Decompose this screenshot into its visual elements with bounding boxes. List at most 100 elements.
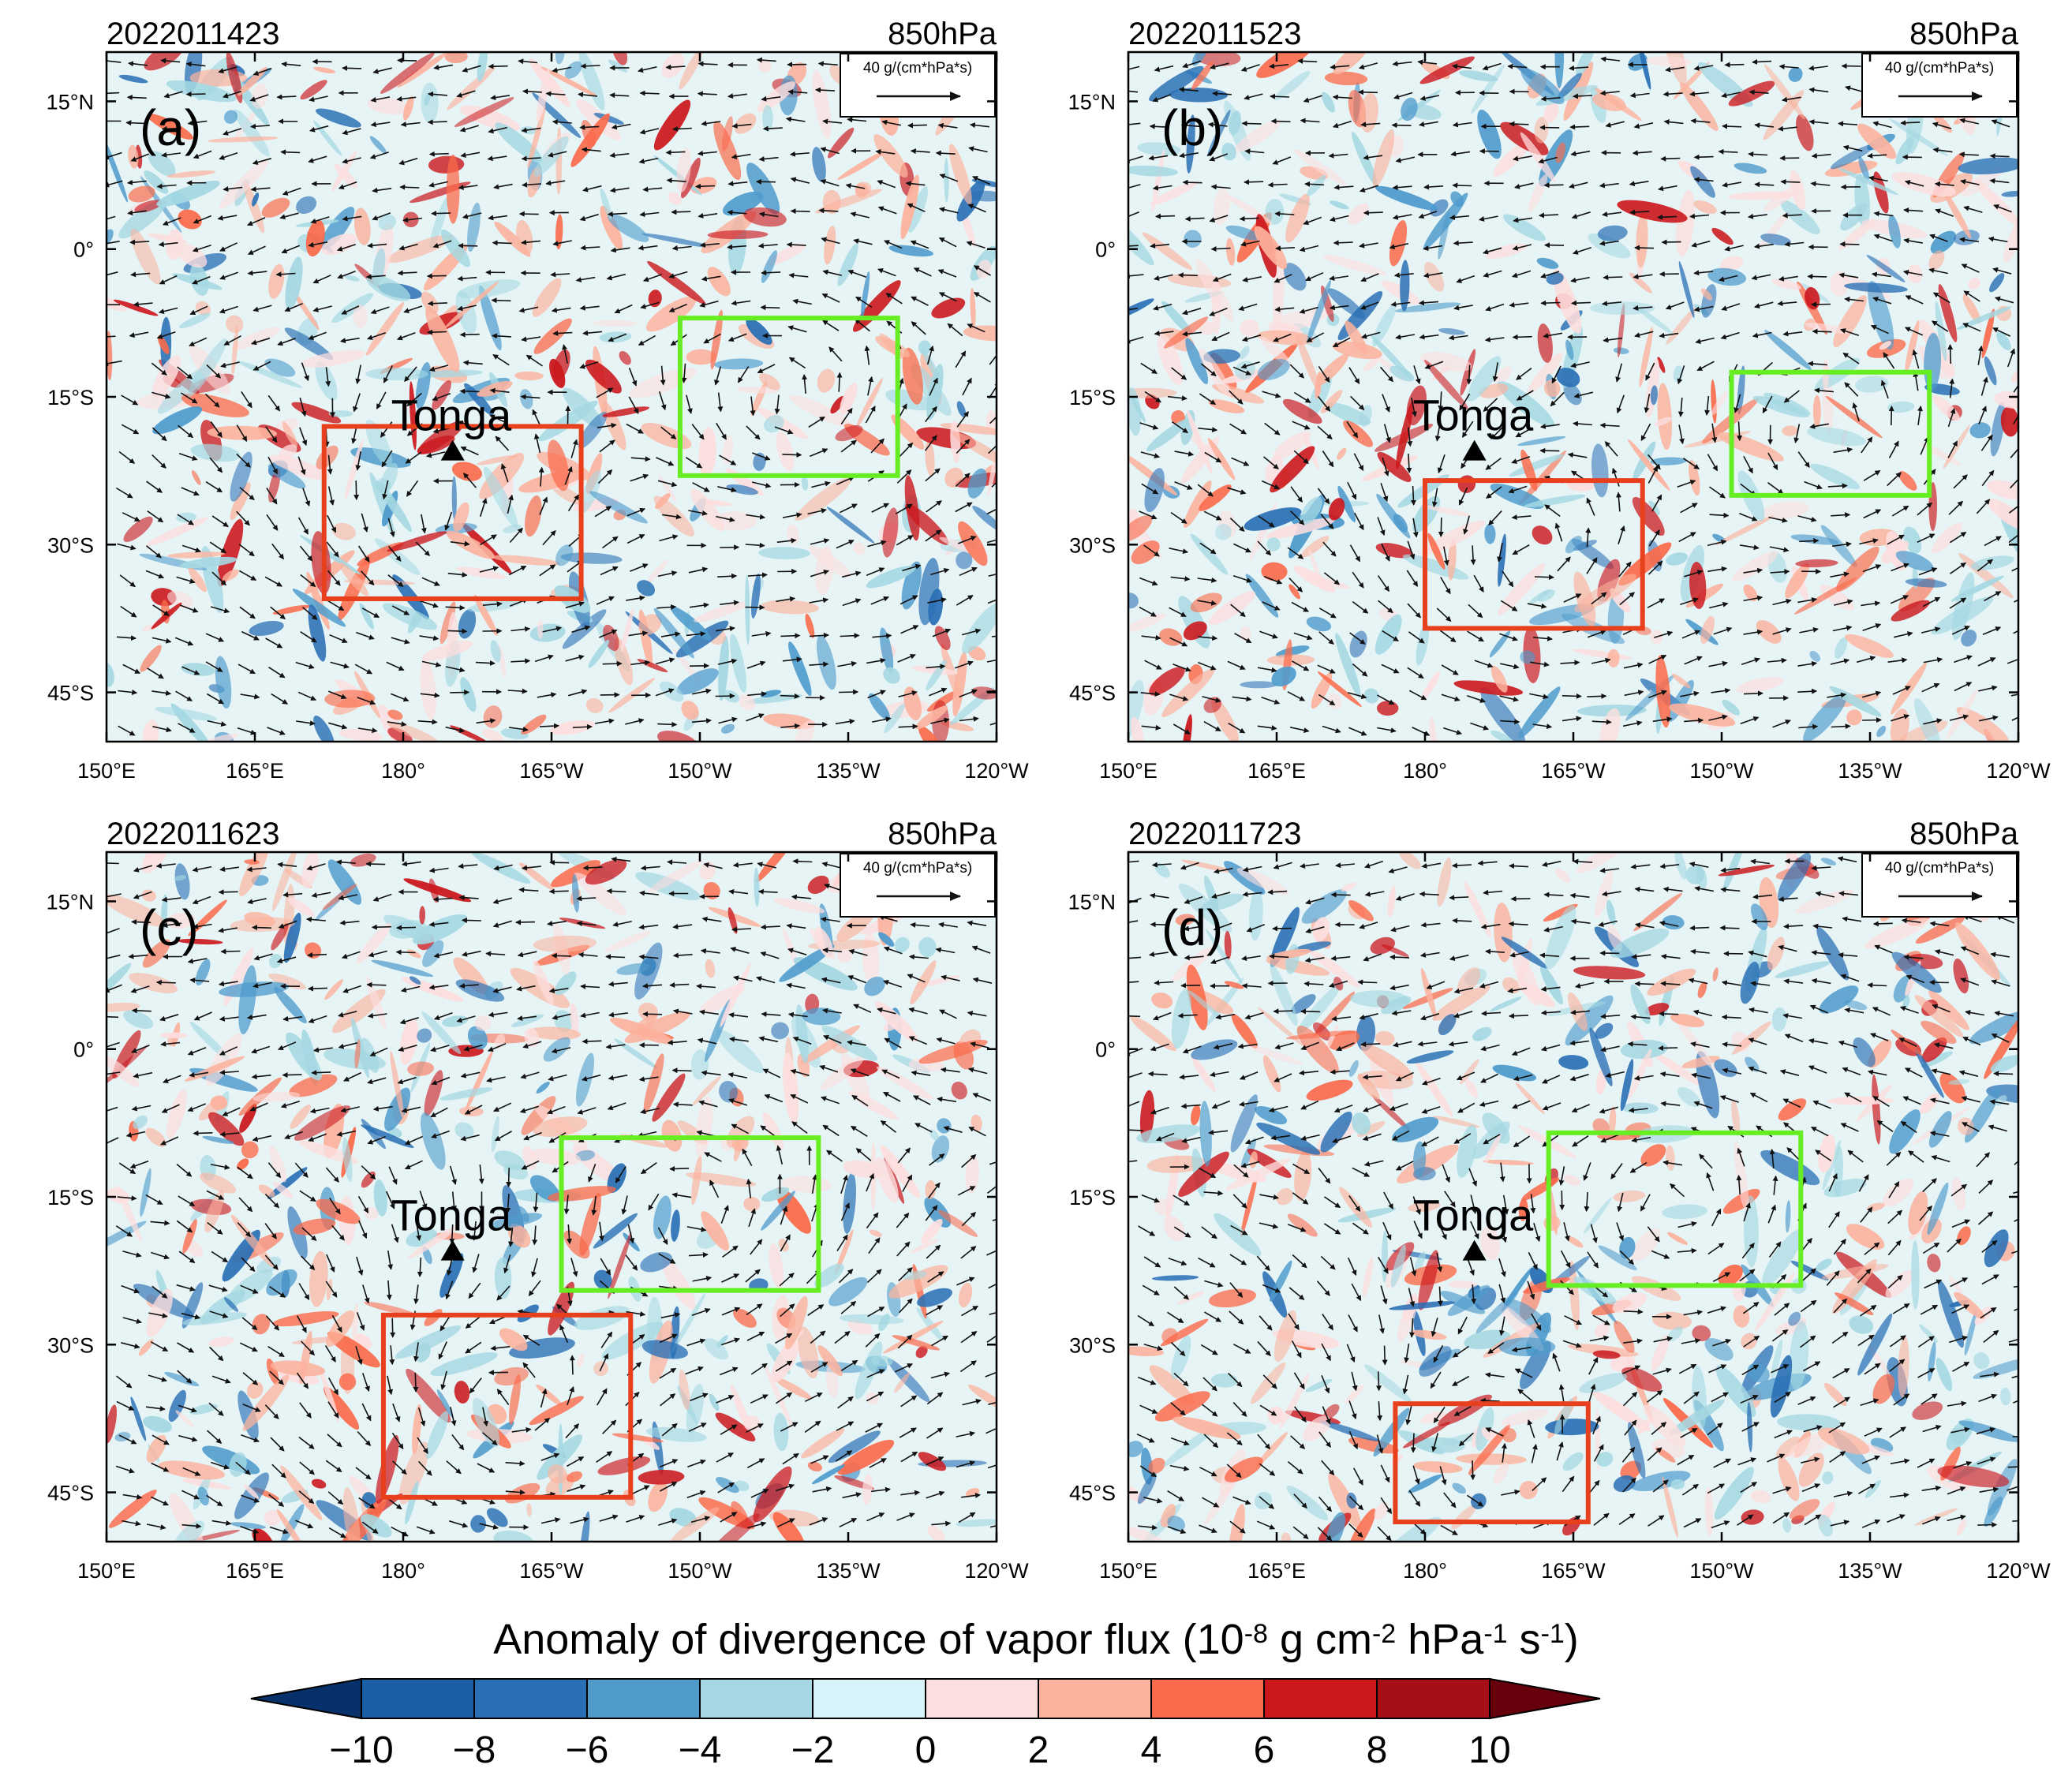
colorbar-tick-label: 6 — [1254, 1729, 1275, 1771]
lat-tick-label: 30°S — [1069, 1333, 1116, 1357]
lon-tick-label: 150°W — [668, 1559, 732, 1583]
lat-tick-label: 15°N — [47, 890, 94, 914]
panel-label: (c) — [140, 899, 199, 956]
reference-vector-label: 40 g/(cm*hPa*s) — [863, 860, 972, 877]
colorbar-segment — [1263, 1678, 1378, 1719]
tonga-marker-icon — [1462, 439, 1487, 461]
tonga-marker-icon — [1462, 1239, 1487, 1261]
green-box — [1546, 1130, 1804, 1288]
colorbar-segment — [361, 1678, 475, 1719]
lat-tick-label: 30°S — [47, 1333, 94, 1357]
map-panels: Tonga (a) 2022011423 850hPa 40 g/(cm*hPa*s) 1… — [47, 17, 2051, 1583]
lat-tick-label: 45°S — [47, 682, 94, 705]
red-box — [1393, 1401, 1591, 1525]
panel-level: 850hPa — [888, 817, 997, 851]
lat-tick-label: 45°S — [1069, 682, 1116, 705]
lat-tick-label: 15°S — [1069, 386, 1116, 409]
panel-label: (a) — [140, 99, 201, 156]
reference-vector-legend: 40 g/(cm*hPa*s) — [840, 853, 996, 918]
reference-vector-label: 40 g/(cm*hPa*s) — [1885, 60, 1994, 77]
lat-tick-label: 0° — [73, 1038, 94, 1062]
axes: 150°E 165°E 180° 165°W 150°W 135°W 120°W 15°N 0°… — [1068, 52, 2051, 783]
lon-tick-label: 165°W — [519, 1559, 584, 1583]
green-box — [1729, 369, 1932, 498]
tonga-label: Tonga — [391, 1191, 512, 1240]
lon-tick-label: 165°W — [519, 759, 584, 783]
panel-c: Tonga (c) 2022011623 850hPa 40 g/(cm*hPa*s) 1… — [47, 817, 1030, 1583]
reference-vector-legend: 40 g/(cm*hPa*s) — [840, 53, 996, 118]
tonga-label: Tonga — [1413, 1191, 1534, 1240]
lon-tick-label: 135°W — [816, 1559, 881, 1583]
reference-vector-legend: 40 g/(cm*hPa*s) — [1861, 53, 2018, 118]
lat-tick-label: 15°S — [47, 1186, 94, 1209]
lon-tick-label: 150°E — [1099, 759, 1158, 783]
colorbar-segment — [699, 1678, 813, 1719]
colorbar-tick-label: −10 — [329, 1729, 393, 1771]
axes: 150°E 165°E 180° 165°W 150°W 135°W 120°W 15°N 0°… — [1068, 852, 2051, 1583]
lon-tick-label: 165°W — [1541, 1559, 1606, 1583]
lon-tick-label: 120°W — [964, 759, 1029, 783]
axes: 150°E 165°E 180° 165°W 150°W 135°W 120°W 15°N 0°… — [47, 52, 1029, 783]
colorbar-tick-label: 10 — [1468, 1729, 1510, 1771]
colorbar-segment — [1150, 1678, 1265, 1719]
colorbar-segment — [1376, 1678, 1490, 1719]
lat-tick-label: 30°S — [1069, 533, 1116, 557]
lon-tick-label: 120°W — [964, 1559, 1029, 1583]
green-box — [559, 1135, 821, 1293]
reference-vector-label: 40 g/(cm*hPa*s) — [863, 60, 972, 77]
panel-level: 850hPa — [888, 17, 997, 51]
red-box — [380, 1312, 634, 1500]
colorbar-title: Anomaly of divergence of vapor flux (10-… — [493, 1616, 1579, 1663]
lon-tick-label: 135°W — [816, 759, 881, 783]
lat-tick-label: 15°S — [1069, 1186, 1116, 1209]
colorbar-segment — [812, 1678, 926, 1719]
lon-tick-label: 150°E — [77, 1559, 136, 1583]
lon-tick-label: 150°W — [668, 759, 732, 783]
lon-tick-label: 165°E — [226, 1559, 284, 1583]
lat-tick-label: 15°S — [47, 386, 94, 409]
lon-tick-label: 120°W — [1986, 759, 2051, 783]
panel-date: 2022011623 — [107, 817, 280, 851]
colorbar-tick-label: −4 — [679, 1729, 722, 1771]
lon-tick-label: 180° — [381, 759, 425, 783]
colorbar-segment — [473, 1678, 588, 1719]
lat-tick-label: 0° — [1095, 1038, 1116, 1062]
vapor-flux-vectors — [107, 856, 997, 1538]
colorbar-max-extension — [1489, 1677, 1601, 1720]
lat-tick-label: 0° — [73, 238, 94, 262]
vapor-flux-vectors — [1128, 55, 2018, 736]
lon-tick-label: 180° — [1403, 1559, 1447, 1583]
lat-tick-label: 45°S — [47, 1482, 94, 1505]
tonga-marker-icon — [440, 1239, 465, 1261]
panel-label: (b) — [1161, 99, 1223, 156]
panel-date: 2022011423 — [107, 17, 280, 51]
panel-date: 2022011523 — [1128, 17, 1302, 51]
lat-tick-label: 45°S — [1069, 1482, 1116, 1505]
lon-tick-label: 180° — [1403, 759, 1447, 783]
lat-tick-label: 15°N — [47, 90, 94, 114]
colorbar-tick-label: 8 — [1367, 1729, 1388, 1771]
lon-tick-label: 165°E — [1247, 1559, 1306, 1583]
lat-tick-label: 15°N — [1068, 90, 1116, 114]
lat-tick-label: 30°S — [47, 533, 94, 557]
colorbar-tick-label: 0 — [915, 1729, 937, 1771]
colorbar-min-extension — [250, 1677, 362, 1720]
reference-vector-legend: 40 g/(cm*hPa*s) — [1861, 853, 2018, 918]
colorbar-segment — [925, 1678, 1039, 1719]
axes: 150°E 165°E 180° 165°W 150°W 135°W 120°W 15°N 0°… — [47, 852, 1029, 1583]
colorbar-tick-label: 2 — [1028, 1729, 1049, 1771]
lon-tick-label: 165°W — [1541, 759, 1606, 783]
panel-level: 850hPa — [1909, 17, 2019, 51]
panel-date: 2022011723 — [1128, 817, 1302, 851]
lat-tick-label: 0° — [1095, 238, 1116, 262]
lon-tick-label: 135°W — [1838, 1559, 1902, 1583]
green-box — [677, 316, 900, 478]
lon-tick-label: 150°W — [1689, 1559, 1754, 1583]
red-box — [321, 424, 584, 601]
lat-tick-label: 15°N — [1068, 890, 1116, 914]
colorbar-segment — [586, 1678, 701, 1719]
